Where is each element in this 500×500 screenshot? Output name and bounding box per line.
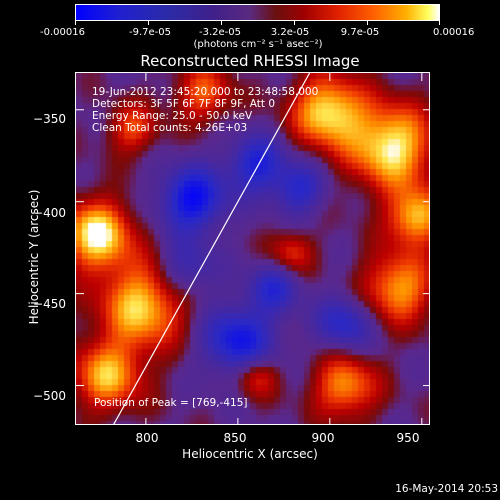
y-tick-label: −500 (33, 389, 66, 403)
colorbar-unit: (photons cm⁻² s⁻¹ asec⁻²) (193, 39, 323, 50)
plot-title: Reconstructed RHESSI Image (140, 52, 360, 70)
colorbar-tick (148, 20, 149, 25)
x-tick-label: 850 (223, 431, 247, 445)
info-clean-counts: Clean Total counts: 4.26E+03 (92, 122, 248, 134)
x-tick-label: 900 (311, 431, 335, 445)
info-energy-range: Energy Range: 25.0 - 50.0 keV (92, 110, 253, 122)
colorbar (75, 4, 440, 21)
info-detectors: Detectors: 3F 5F 6F 7F 8F 9F, Att 0 (92, 98, 276, 110)
info-time-range: 19-Jun-2012 23:45:20.000 to 23:48:58.000 (92, 86, 319, 98)
colorbar-tick-label: 0.00016 (433, 27, 475, 38)
image-plot (75, 72, 430, 425)
y-axis-label: Heliocentric Y (arcsec) (27, 189, 41, 325)
colorbar-tick (221, 20, 222, 25)
colorbar-tick-label: -0.00016 (40, 27, 85, 38)
solar-limb-line (113, 73, 311, 424)
footer-timestamp: 16-May-2014 20:53 (395, 483, 498, 495)
x-axis-label: Heliocentric X (arcsec) (182, 447, 318, 461)
x-tick-label: 950 (396, 431, 420, 445)
plot-overlay (76, 73, 429, 424)
colorbar-tick (75, 20, 76, 25)
peak-position: Position of Peak = [769,-415] (94, 397, 248, 409)
colorbar-tick (294, 20, 295, 25)
y-tick-label: −450 (33, 297, 66, 311)
x-ticks (145, 73, 423, 424)
colorbar-tick-label: -3.2e-05 (199, 27, 241, 38)
colorbar-tick-label: 9.7e-05 (340, 27, 380, 38)
colorbar-tick-label: -9.7e-05 (129, 27, 171, 38)
y-tick-label: −400 (33, 206, 66, 220)
y-ticks (76, 109, 429, 387)
colorbar-tick-label: 3.2e-05 (270, 27, 310, 38)
heatmap-image (76, 73, 429, 424)
colorbar-tick (439, 20, 440, 25)
x-tick-label: 800 (135, 431, 159, 445)
y-tick-label: −350 (33, 112, 66, 126)
colorbar-tick (367, 20, 368, 25)
